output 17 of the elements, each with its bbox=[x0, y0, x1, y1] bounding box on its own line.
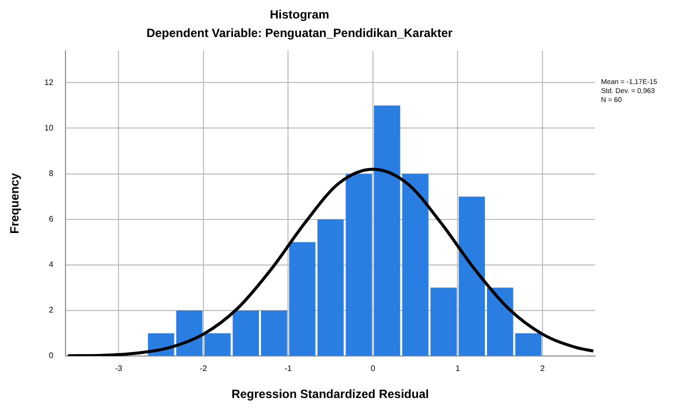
y-tick-label: 12 bbox=[44, 78, 54, 87]
y-tick-label: 4 bbox=[48, 260, 54, 270]
y-tick-label: 2 bbox=[48, 306, 54, 315]
y-tick-label: 8 bbox=[48, 168, 54, 178]
y-axis-title: Frequency bbox=[8, 172, 22, 234]
x-tick-label: 0 bbox=[370, 364, 376, 374]
y-tick-label: 0 bbox=[48, 351, 54, 360]
x-tick-label: 2 bbox=[540, 364, 546, 374]
x-tick-label: -1 bbox=[284, 364, 292, 374]
x-tick-label: -2 bbox=[200, 364, 208, 374]
x-tick-label: -3 bbox=[115, 364, 123, 374]
chart-title: Histogram bbox=[270, 8, 330, 22]
x-axis-title: Regression Standardized Residual bbox=[231, 387, 429, 402]
y-tick-label: 6 bbox=[48, 214, 54, 224]
x-tick-label: 1 bbox=[455, 364, 460, 374]
chart-subtitle: Dependent Variable: Penguatan_Pendidikan_Karakter bbox=[146, 26, 453, 40]
y-tick-label: 10 bbox=[44, 123, 54, 132]
